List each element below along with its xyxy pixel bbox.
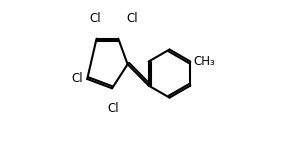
- Text: Cl: Cl: [108, 101, 119, 115]
- Text: CH₃: CH₃: [193, 55, 215, 68]
- Text: Cl: Cl: [126, 12, 138, 25]
- Text: Cl: Cl: [72, 73, 83, 85]
- Text: Cl: Cl: [89, 12, 101, 25]
